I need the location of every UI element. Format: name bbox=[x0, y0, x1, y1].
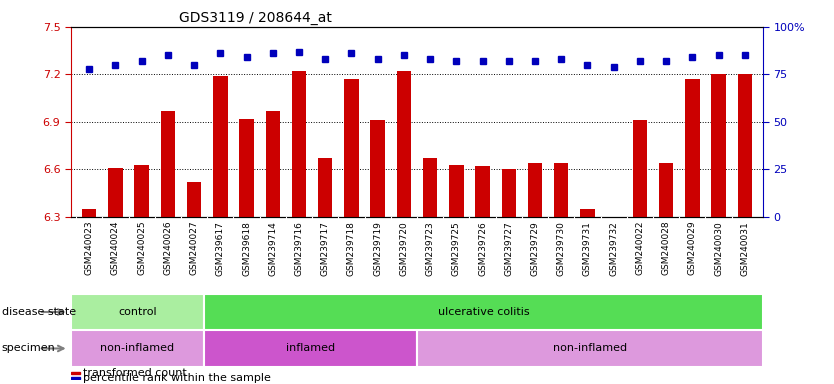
Text: GSM239720: GSM239720 bbox=[399, 221, 409, 276]
Text: GSM239723: GSM239723 bbox=[425, 221, 435, 276]
Bar bbox=[711, 74, 726, 217]
Text: GSM240028: GSM240028 bbox=[661, 221, 671, 275]
Bar bbox=[450, 165, 464, 217]
Text: non-inflamed: non-inflamed bbox=[553, 343, 627, 354]
Text: GSM239719: GSM239719 bbox=[373, 221, 382, 276]
Bar bbox=[187, 182, 201, 217]
Text: GSM240026: GSM240026 bbox=[163, 221, 173, 275]
Text: GSM240030: GSM240030 bbox=[714, 221, 723, 276]
Text: GSM240029: GSM240029 bbox=[688, 221, 697, 275]
Bar bbox=[344, 79, 359, 217]
Text: GSM239729: GSM239729 bbox=[530, 221, 540, 276]
Text: GSM239730: GSM239730 bbox=[557, 221, 565, 276]
Text: ulcerative colitis: ulcerative colitis bbox=[438, 307, 530, 317]
Text: GSM239725: GSM239725 bbox=[452, 221, 461, 276]
Text: GSM239726: GSM239726 bbox=[478, 221, 487, 276]
Text: control: control bbox=[118, 307, 157, 317]
Bar bbox=[528, 163, 542, 217]
Bar bbox=[554, 163, 569, 217]
Bar bbox=[292, 71, 306, 217]
Text: GSM239732: GSM239732 bbox=[609, 221, 618, 276]
Bar bbox=[134, 165, 149, 217]
Text: inflamed: inflamed bbox=[286, 343, 335, 354]
Text: GSM239731: GSM239731 bbox=[583, 221, 592, 276]
Text: GSM239727: GSM239727 bbox=[505, 221, 513, 276]
Bar bbox=[204, 330, 417, 367]
Text: non-inflamed: non-inflamed bbox=[100, 343, 174, 354]
Text: GSM239718: GSM239718 bbox=[347, 221, 356, 276]
Text: GSM239714: GSM239714 bbox=[269, 221, 277, 276]
Bar bbox=[737, 74, 752, 217]
Text: GSM239617: GSM239617 bbox=[216, 221, 225, 276]
Bar bbox=[370, 120, 384, 217]
Text: GSM240031: GSM240031 bbox=[741, 221, 749, 276]
Text: disease state: disease state bbox=[2, 307, 76, 317]
Bar bbox=[659, 163, 673, 217]
Text: GSM240025: GSM240025 bbox=[137, 221, 146, 275]
Text: GSM239717: GSM239717 bbox=[321, 221, 329, 276]
Bar bbox=[161, 111, 175, 217]
Bar bbox=[71, 330, 204, 367]
Text: GSM239618: GSM239618 bbox=[242, 221, 251, 276]
Bar bbox=[397, 71, 411, 217]
Text: GDS3119 / 208644_at: GDS3119 / 208644_at bbox=[179, 11, 332, 25]
Text: GSM240023: GSM240023 bbox=[85, 221, 93, 275]
Text: transformed count: transformed count bbox=[83, 368, 187, 378]
Bar bbox=[318, 158, 333, 217]
Bar bbox=[501, 169, 516, 217]
Bar bbox=[214, 76, 228, 217]
Bar bbox=[71, 294, 204, 330]
Text: specimen: specimen bbox=[2, 343, 55, 354]
Bar bbox=[239, 119, 254, 217]
Bar bbox=[423, 158, 437, 217]
Bar bbox=[606, 217, 620, 296]
Bar bbox=[417, 330, 763, 367]
Text: GSM240027: GSM240027 bbox=[189, 221, 198, 275]
Bar bbox=[204, 294, 763, 330]
Bar bbox=[82, 209, 97, 217]
Bar bbox=[265, 111, 280, 217]
Text: percentile rank within the sample: percentile rank within the sample bbox=[83, 373, 271, 383]
Text: GSM239716: GSM239716 bbox=[294, 221, 304, 276]
Bar bbox=[71, 377, 79, 379]
Bar bbox=[633, 120, 647, 217]
Bar bbox=[685, 79, 700, 217]
Bar bbox=[580, 209, 595, 217]
Bar bbox=[108, 168, 123, 217]
Text: GSM240024: GSM240024 bbox=[111, 221, 120, 275]
Text: GSM240022: GSM240022 bbox=[636, 221, 645, 275]
Bar bbox=[475, 166, 490, 217]
Bar bbox=[71, 372, 79, 374]
